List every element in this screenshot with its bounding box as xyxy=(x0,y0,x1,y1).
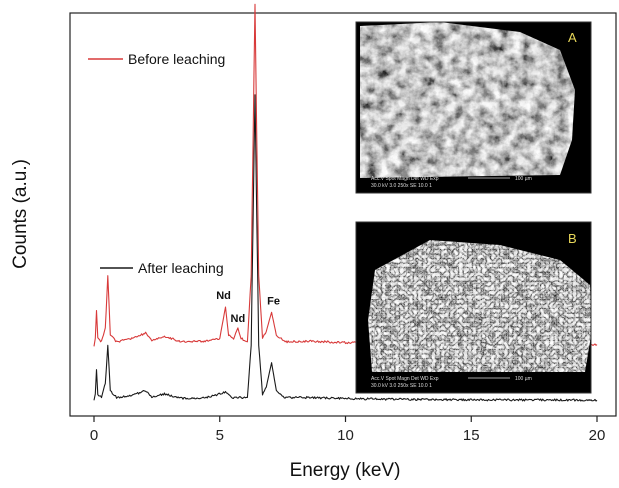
spectrum-after-leaching xyxy=(93,94,598,402)
sem-inset-a-info-2: 30.0 kV 3.0 250x SE 10.0 1 xyxy=(371,183,432,189)
sem-inset-a-scale-text: 100 µm xyxy=(515,176,532,182)
x-tick-label: 10 xyxy=(337,427,354,444)
x-tick-label: 5 xyxy=(216,427,224,444)
sem-inset-b-info-2: 30.0 kV 3.0 250x SE 10.0 1 xyxy=(371,383,432,389)
x-tick-label: 20 xyxy=(589,427,606,444)
sem-inset-b-info-1: Acc.V Spot Magn Det WD Exp xyxy=(371,376,439,382)
plot-frame xyxy=(69,12,617,417)
sem-inset-b: B Acc.V Spot Magn Det WD Exp 30.0 kV 3.0… xyxy=(355,221,592,394)
sem-inset-a: A Acc.V Spot Magn Det WD Exp 30.0 kV 3.0… xyxy=(355,21,592,194)
y-axis-title: Counts (a.u.) xyxy=(10,159,31,269)
x-tick-label: 0 xyxy=(90,427,98,444)
x-axis-ticks: 0 5 10 15 20 xyxy=(90,416,606,444)
sem-inset-b-scale-text: 100 µm xyxy=(515,376,532,382)
peak-label: Fe xyxy=(267,295,280,307)
legend-label-before: Before leaching xyxy=(128,51,225,67)
x-tick-label: 15 xyxy=(463,427,480,444)
legend-label-after: After leaching xyxy=(138,260,224,276)
x-axis-title: Energy (keV) xyxy=(290,460,401,481)
peak-label: Nd xyxy=(216,290,231,302)
sem-inset-a-info-1: Acc.V Spot Magn Det WD Exp xyxy=(371,176,439,182)
peak-label: Nd xyxy=(231,313,246,325)
legend-after: After leaching xyxy=(100,260,224,276)
peak-labels: FeNdNdFe xyxy=(216,290,280,325)
legend-before: Before leaching xyxy=(88,51,225,67)
sem-inset-b-label: B xyxy=(568,231,577,246)
sem-inset-a-label: A xyxy=(568,30,577,45)
